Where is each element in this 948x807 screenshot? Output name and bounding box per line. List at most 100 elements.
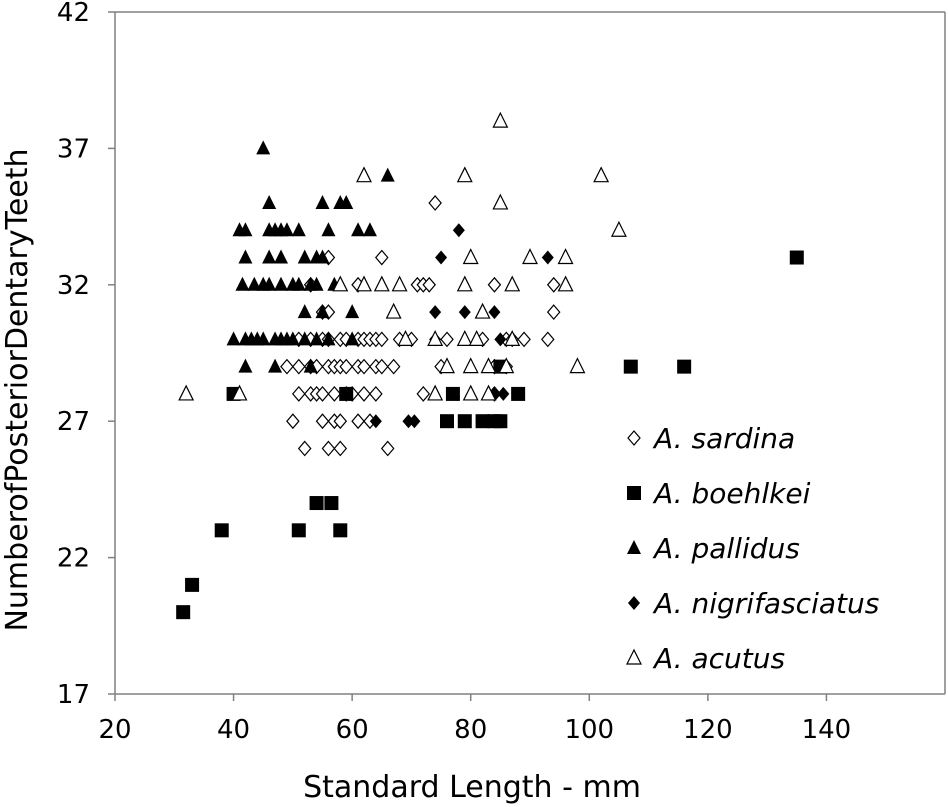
data-point bbox=[445, 386, 460, 401]
data-point bbox=[456, 166, 473, 183]
data-point bbox=[332, 275, 349, 292]
data-point bbox=[357, 358, 371, 375]
data-point bbox=[176, 605, 191, 620]
data-point bbox=[280, 358, 294, 375]
legend-label: A. nigrifasciatus bbox=[652, 587, 879, 620]
data-point bbox=[333, 523, 348, 538]
data-point bbox=[610, 220, 627, 237]
data-point bbox=[480, 384, 497, 401]
data-point bbox=[309, 331, 324, 346]
data-point bbox=[435, 250, 448, 265]
data-point bbox=[291, 523, 306, 538]
data-point bbox=[238, 222, 253, 237]
data-point bbox=[226, 331, 241, 346]
data-point bbox=[297, 249, 312, 264]
data-point bbox=[427, 384, 444, 401]
data-point bbox=[345, 304, 360, 319]
data-point bbox=[386, 358, 401, 375]
data-point bbox=[327, 385, 342, 402]
data-point bbox=[557, 275, 574, 292]
x-axis-title: Standard Length - mm bbox=[303, 770, 641, 805]
data-point bbox=[488, 305, 501, 320]
data-point bbox=[517, 331, 531, 348]
series-a-boehlkei bbox=[176, 250, 804, 620]
data-point bbox=[380, 167, 395, 182]
data-point bbox=[439, 357, 455, 374]
data-point bbox=[321, 440, 336, 457]
y-tick-label: 27 bbox=[57, 407, 90, 437]
data-point bbox=[356, 166, 372, 183]
data-point bbox=[408, 414, 421, 429]
data-point bbox=[351, 413, 365, 430]
data-point bbox=[262, 276, 277, 291]
data-point bbox=[457, 414, 472, 429]
legend-item: A. pallidus bbox=[627, 532, 800, 565]
legend-item: A. nigrifasciatus bbox=[628, 587, 879, 620]
data-point bbox=[362, 222, 377, 237]
data-point bbox=[374, 249, 389, 266]
data-point bbox=[462, 357, 479, 374]
data-point bbox=[303, 358, 318, 373]
data-point bbox=[623, 359, 638, 374]
data-point bbox=[416, 385, 431, 402]
data-point bbox=[546, 304, 561, 321]
data-point bbox=[468, 330, 485, 346]
data-point bbox=[235, 276, 250, 291]
data-point bbox=[315, 194, 330, 209]
data-point bbox=[458, 305, 471, 320]
data-point bbox=[511, 386, 526, 401]
axis-ticks: 20 40 60 80 100 120 140 17 22 27 32 37 42 bbox=[57, 0, 851, 745]
data-point bbox=[274, 249, 288, 264]
data-point bbox=[452, 223, 465, 238]
data-point bbox=[274, 276, 288, 291]
legend-marker bbox=[627, 540, 641, 554]
series-a-acutus bbox=[178, 111, 627, 401]
data-point bbox=[291, 222, 306, 237]
data-point bbox=[297, 331, 312, 346]
data-point bbox=[333, 440, 348, 457]
data-point bbox=[262, 194, 277, 209]
data-point bbox=[256, 331, 271, 346]
x-tick-label: 120 bbox=[683, 715, 733, 745]
x-tick-label: 40 bbox=[217, 715, 250, 745]
data-point bbox=[214, 523, 229, 538]
legend-marker bbox=[627, 430, 641, 446]
legend: A. sardina A. boehlkei A. pallidus A. nigri… bbox=[626, 422, 879, 675]
data-point bbox=[309, 496, 324, 511]
data-point bbox=[247, 276, 262, 291]
x-tick-label: 100 bbox=[564, 715, 614, 745]
data-point bbox=[492, 111, 509, 128]
data-point bbox=[487, 276, 502, 293]
series-a-nigrifasciatus bbox=[369, 223, 554, 429]
legend-item: A. acutus bbox=[626, 642, 785, 675]
legend-label: A. sardina bbox=[652, 422, 795, 455]
data-point bbox=[428, 195, 442, 211]
data-point bbox=[185, 577, 200, 592]
data-point bbox=[345, 331, 360, 346]
data-point bbox=[557, 248, 574, 265]
data-point bbox=[291, 385, 306, 402]
data-point bbox=[268, 358, 283, 373]
x-tick-label: 80 bbox=[454, 715, 487, 745]
y-tick-label: 42 bbox=[57, 0, 90, 28]
data-point bbox=[504, 275, 521, 292]
data-point bbox=[178, 384, 195, 401]
data-point bbox=[374, 358, 389, 375]
legend-label: A. acutus bbox=[652, 642, 785, 675]
data-point bbox=[422, 276, 437, 293]
legend-item: A. boehlkei bbox=[627, 477, 811, 510]
x-tick-label: 60 bbox=[336, 715, 369, 745]
data-point bbox=[369, 414, 382, 429]
plot-area bbox=[114, 11, 946, 695]
data-point bbox=[309, 276, 324, 291]
data-point bbox=[427, 330, 444, 346]
data-point bbox=[492, 193, 509, 210]
data-point bbox=[493, 414, 508, 429]
data-point bbox=[504, 330, 521, 346]
series-a-pallidus bbox=[226, 140, 395, 373]
data-point bbox=[321, 222, 336, 237]
data-point bbox=[297, 440, 312, 457]
data-point bbox=[385, 302, 402, 319]
data-point bbox=[475, 414, 490, 429]
